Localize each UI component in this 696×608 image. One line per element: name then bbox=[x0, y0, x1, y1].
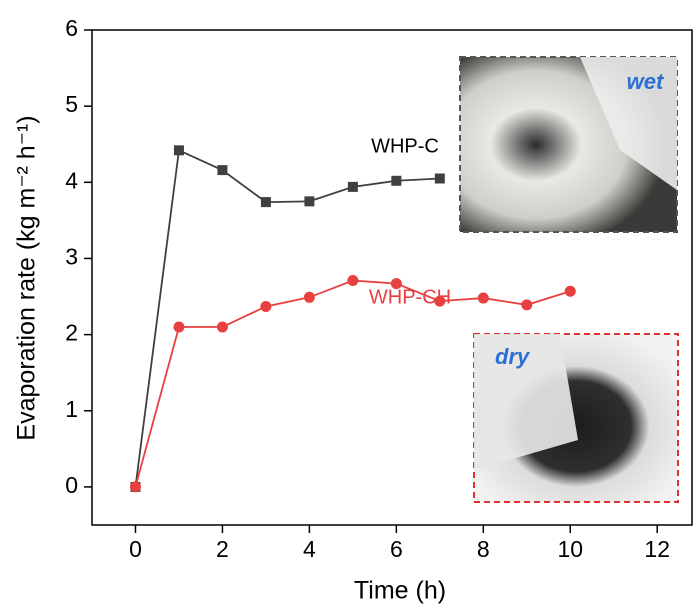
x-tick-label: 4 bbox=[303, 536, 316, 562]
marker bbox=[260, 301, 271, 312]
y-tick-label: 6 bbox=[65, 15, 78, 41]
y-tick-label: 0 bbox=[65, 472, 78, 498]
x-tick-label: 12 bbox=[644, 536, 670, 562]
y-axis-label: Evaporation rate (kg m⁻² h⁻¹) bbox=[13, 115, 41, 440]
series-label: WHP-C bbox=[371, 135, 439, 157]
series-label: WHP-CH bbox=[369, 286, 451, 308]
series-line bbox=[135, 150, 439, 487]
x-tick-label: 2 bbox=[216, 536, 229, 562]
annotation: wet bbox=[627, 69, 665, 94]
marker bbox=[173, 322, 184, 333]
marker bbox=[217, 322, 228, 333]
y-tick-label: 1 bbox=[65, 396, 78, 422]
marker bbox=[347, 275, 358, 286]
marker bbox=[478, 293, 489, 304]
y-tick-label: 2 bbox=[65, 320, 78, 346]
marker bbox=[435, 174, 445, 184]
marker bbox=[261, 197, 271, 207]
x-tick-label: 8 bbox=[477, 536, 490, 562]
y-tick-label: 4 bbox=[65, 167, 78, 193]
marker bbox=[130, 481, 141, 492]
marker bbox=[391, 176, 401, 186]
marker bbox=[174, 145, 184, 155]
chart: wet dry Time (h) Evaporation rate (kg m⁻… bbox=[0, 0, 696, 608]
x-tick-label: 6 bbox=[390, 536, 403, 562]
x-tick-label: 0 bbox=[129, 536, 142, 562]
inset-wet: wet bbox=[460, 57, 677, 232]
marker bbox=[521, 299, 532, 310]
x-axis-label: Time (h) bbox=[354, 577, 446, 605]
x-tick-label: 10 bbox=[557, 536, 583, 562]
marker bbox=[217, 165, 227, 175]
y-tick-label: 3 bbox=[65, 244, 78, 270]
marker bbox=[565, 286, 576, 297]
y-tick-label: 5 bbox=[65, 91, 78, 117]
marker bbox=[348, 182, 358, 192]
annotation: dry bbox=[495, 344, 531, 369]
marker bbox=[304, 292, 315, 303]
marker bbox=[304, 196, 314, 206]
inset-dry: dry bbox=[474, 334, 678, 502]
